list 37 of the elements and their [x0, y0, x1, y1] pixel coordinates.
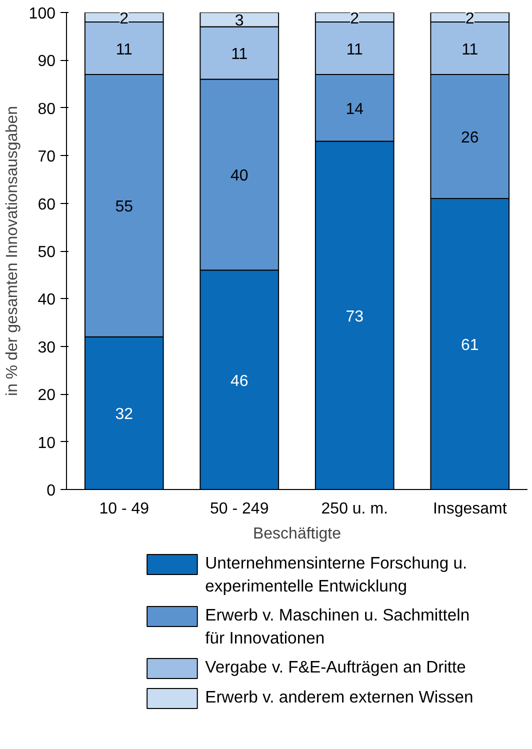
y-tick-label: 90	[38, 53, 56, 70]
data-label: 73	[346, 308, 364, 326]
y-tick-label: 80	[38, 100, 56, 118]
data-label: 2	[120, 10, 129, 28]
data-label: 61	[460, 337, 479, 354]
legend-label: Unternehmensinterne Forschung u. experimentelle Entwicklung	[205, 554, 468, 596]
data-label: 40	[230, 168, 248, 185]
data-label: 11	[116, 41, 133, 58]
legend-label: Erwerb v. anderem externen Wissen	[205, 688, 474, 706]
x-tick-label: 10 - 49	[99, 500, 150, 518]
legend-label: Erwerb v. Maschinen u. Sachmitteln für Innovationen	[205, 606, 470, 648]
data-label: 2	[465, 10, 474, 28]
data-label: 32	[115, 406, 134, 424]
y-tick-label: 50	[38, 244, 56, 261]
x-tick-label: 50 - 249	[210, 500, 269, 518]
x-tick-label: Insgesamt	[432, 500, 508, 518]
y-tick-label: 60	[38, 196, 56, 214]
y-tick-label: 20	[38, 387, 56, 404]
y-tick-label: 10	[38, 434, 56, 452]
data-label: 11	[462, 41, 478, 58]
data-label: 46	[230, 372, 248, 390]
x-tick-label: 250 u. m.	[321, 500, 388, 518]
data-label: 11	[346, 41, 364, 58]
y-tick-label: 0	[46, 482, 56, 500]
y-tick-label: 70	[38, 148, 56, 166]
y-tick-label: 30	[38, 339, 56, 356]
y-tick-label: 40	[38, 292, 56, 309]
data-label: 14	[346, 100, 364, 118]
data-label: 3	[234, 12, 244, 30]
data-label: 2	[350, 10, 360, 28]
data-label: 55	[115, 198, 134, 216]
y-tick-label: 100	[28, 6, 56, 22]
legend-label: Vergabe v. F&E-Aufträgen an Dritte	[205, 658, 466, 676]
data-label: 26	[460, 130, 479, 147]
data-label: 11	[231, 46, 248, 64]
y-axis-title: in % der gesamten Innovationsausgaben	[4, 106, 21, 396]
x-axis-title: Beschäftigte	[252, 526, 342, 542]
